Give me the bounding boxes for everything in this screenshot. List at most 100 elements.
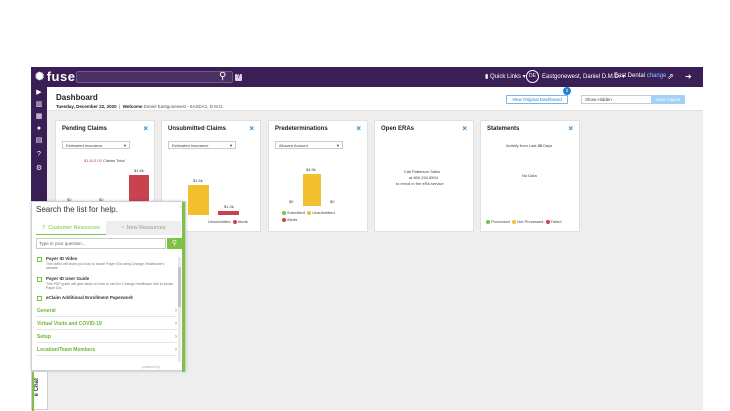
help-icon[interactable]: ?: [235, 74, 242, 81]
chart-legend: Submitted Unsubmitted: [282, 210, 335, 215]
chart-icon[interactable]: ▥: [35, 101, 43, 108]
card-title: Statements: [487, 126, 520, 132]
document-icon[interactable]: ▤: [35, 137, 43, 144]
fuse-logo[interactable]: ✺ fuse: [35, 69, 76, 84]
change-location-link[interactable]: change: [646, 73, 667, 79]
resource-item[interactable]: Payer ID User Guide This PDF guide will …: [37, 276, 177, 292]
close-icon[interactable]: ×: [568, 124, 573, 133]
chart-bar[interactable]: [218, 211, 239, 215]
close-icon[interactable]: ○: [179, 204, 183, 210]
predeterminations-metric-select[interactable]: Allowed Amount ▼: [275, 141, 343, 149]
pending-metric-select[interactable]: Estimated Insurance ▼: [62, 141, 130, 149]
eras-phone: at 800.294.8504: [409, 175, 438, 180]
video-icon: [37, 257, 42, 262]
question-icon: ?: [42, 225, 46, 231]
bookmark-icon: ▮: [485, 74, 489, 80]
external-link-icon[interactable]: ⇗: [667, 72, 674, 81]
search-icon[interactable]: ⚲: [219, 71, 227, 82]
chart-legend: Processed Not Processed Failed: [486, 219, 562, 224]
page-header: Dashboard Tuesday, December 22, 2020 | W…: [47, 87, 703, 111]
tab-accent: [32, 372, 34, 411]
legend-dot: [512, 219, 517, 224]
calendar-icon[interactable]: ▦: [35, 113, 43, 120]
widget-title: Search the list for help.: [36, 205, 118, 214]
page-title: Dashboard: [56, 93, 98, 102]
chart-bar[interactable]: [303, 174, 321, 206]
claims-total: $1,813.00 Claims Total: [84, 158, 125, 163]
chevron-down-icon: ▼: [336, 143, 340, 148]
bar-label: $1.8k: [134, 168, 144, 173]
user-menu[interactable]: Eastgonewest, Daniel D.M.D. ▾: [542, 74, 626, 80]
close-icon[interactable]: ×: [462, 124, 467, 133]
chart-bar[interactable]: [188, 185, 209, 215]
unsubmitted-claims-card: Unsubmitted Claims × Estimated Insurance…: [161, 120, 261, 232]
chevron-right-icon: ›: [175, 347, 177, 353]
search-icon: ⚲: [171, 240, 178, 247]
category-virtual-visits[interactable]: Virtual Visits and COVID-19 ›: [37, 318, 177, 330]
chart-bar[interactable]: [129, 175, 149, 205]
chat-toggle-tab[interactable]: e Chat: [31, 371, 48, 411]
eras-message: to enroll in the eRA service: [396, 181, 444, 186]
powered-by: powered by: [142, 365, 161, 369]
legend-dot: [282, 210, 286, 215]
no-data-label: No Data: [522, 173, 537, 178]
scrollbar[interactable]: [178, 257, 181, 362]
close-icon[interactable]: ×: [356, 124, 361, 133]
question-input[interactable]: Type in your question...: [36, 238, 166, 249]
help-widget: Search the list for help. ○ ? Customer R…: [31, 201, 186, 372]
bar-label: $0: [330, 199, 335, 204]
legend-dot: [232, 219, 237, 224]
card-title: Pending Claims: [62, 126, 108, 132]
close-icon[interactable]: ×: [143, 124, 148, 133]
new-icon: ▫: [121, 225, 124, 231]
bar-label: $0: [67, 197, 72, 202]
chevron-right-icon: ›: [175, 308, 177, 314]
legend-dot: [282, 217, 286, 222]
predeterminations-card: Predeterminations × Allowed Amount ▼ $0 $…: [268, 120, 368, 232]
bar-label: $0: [99, 197, 104, 202]
tab-new-resources[interactable]: ▫ New Resources: [106, 221, 181, 235]
card-title: Unsubmitted Claims: [168, 126, 227, 132]
tab-customer-resources[interactable]: ? Customer Resources: [36, 221, 106, 235]
expand-icon[interactable]: ▶: [36, 89, 42, 96]
scrollbar-thumb[interactable]: [178, 267, 181, 307]
legend-dot: [307, 210, 312, 215]
chat-tab-label: e Chat: [34, 378, 40, 397]
bar-label: $0: [289, 199, 294, 204]
open-eras-card: Open ERAs × Call Patterson Sales at 800.…: [374, 120, 474, 232]
top-bar: ✺ fuse ⚲ ? ▮ Quick Links ▾ DE Eastgonewes…: [31, 67, 703, 87]
chevron-down-icon: ▼: [229, 143, 233, 148]
category-setup[interactable]: Setup ›: [37, 331, 177, 343]
help-circle-icon[interactable]: ?: [37, 151, 41, 158]
quick-links-menu[interactable]: ▮ Quick Links ▾: [485, 74, 526, 80]
bar-label: $1.6k: [193, 178, 203, 183]
save-layout-button[interactable]: Save Layout: [651, 95, 685, 104]
legend-dot: [545, 219, 550, 224]
chart-legend: Alerts: [282, 217, 297, 222]
page-subtitle: Tuesday, December 22, 2020 | Welcome Dan…: [56, 104, 224, 109]
bar-label: $1.3k: [224, 204, 234, 209]
document-icon: [37, 277, 42, 282]
card-title: Open ERAs: [381, 126, 415, 132]
category-general[interactable]: General ›: [37, 305, 177, 317]
card-title: Predeterminations: [275, 126, 328, 132]
resource-item[interactable]: Payer ID Video This video will show you …: [37, 256, 177, 272]
global-search-input[interactable]: [76, 71, 233, 83]
resource-item[interactable]: eClaim Additional Enrollment Paperwork: [37, 295, 177, 303]
logout-icon[interactable]: ➜: [685, 72, 692, 81]
category-location-team[interactable]: Location/Team Members ›: [37, 344, 177, 356]
eras-message: Call Patterson Sales: [404, 169, 441, 174]
avatar[interactable]: DE: [526, 70, 539, 83]
location-label: East Dental change: [614, 73, 667, 79]
statements-card: Statements × Activity from Last 30 Days …: [480, 120, 580, 232]
search-button[interactable]: ⚲: [167, 238, 182, 249]
notification-badge[interactable]: 2: [563, 87, 571, 95]
close-icon[interactable]: ×: [249, 124, 254, 133]
chevron-down-icon: ▼: [123, 143, 127, 148]
legend-dot: [486, 219, 490, 224]
unsubmitted-metric-select[interactable]: Estimated Insurance ▼: [168, 141, 236, 149]
view-original-dashboard-button[interactable]: View Original Dashboard: [506, 95, 568, 104]
gear-icon[interactable]: ⚙: [35, 165, 43, 172]
team-icon[interactable]: ●: [36, 125, 42, 132]
widget-accent-bar: [182, 202, 185, 372]
